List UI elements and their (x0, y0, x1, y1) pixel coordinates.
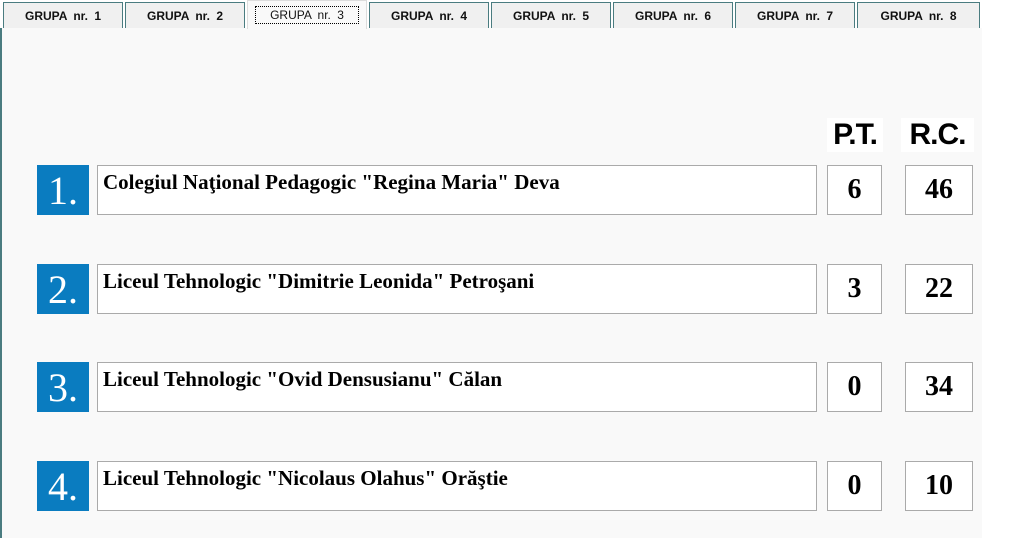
tab-grupa-6[interactable]: GRUPA nr. 6 (613, 2, 733, 28)
rank-badge: 1. (37, 165, 89, 215)
ranking-row: 2. Liceul Tehnologic "Dimitrie Leonida" … (0, 264, 982, 315)
ranking-row: 1. Colegiul Naţional Pedagogic "Regina M… (0, 165, 982, 216)
tab-label: GRUPA nr. 2 (146, 8, 223, 23)
header-pt: P.T. (827, 118, 883, 152)
tab-grupa-8[interactable]: GRUPA nr. 8 (857, 2, 980, 28)
pt-value: 6 (827, 165, 882, 215)
rc-value: 10 (905, 461, 973, 511)
tab-grupa-1[interactable]: GRUPA nr. 1 (3, 2, 123, 28)
tab-label: GRUPA nr. 6 (634, 8, 711, 23)
team-name: Liceul Tehnologic "Nicolaus Olahus" Orăş… (97, 461, 817, 511)
team-name: Liceul Tehnologic "Dimitrie Leonida" Pet… (97, 264, 817, 314)
ranking-row: 4. Liceul Tehnologic "Nicolaus Olahus" O… (0, 461, 982, 512)
tab-label: GRUPA nr. 7 (756, 8, 833, 23)
rc-value: 22 (905, 264, 973, 314)
team-name: Colegiul Naţional Pedagogic "Regina Mari… (97, 165, 817, 215)
tab-label: GRUPA nr. 4 (390, 8, 467, 23)
ranking-row: 3. Liceul Tehnologic "Ovid Densusianu" C… (0, 362, 982, 413)
tab-grupa-3[interactable]: GRUPA nr. 3 (247, 0, 367, 29)
pt-value: 3 (827, 264, 882, 314)
tab-grupa-2[interactable]: GRUPA nr. 2 (125, 2, 245, 28)
tab-grupa-7[interactable]: GRUPA nr. 7 (735, 2, 855, 28)
tab-label: GRUPA nr. 1 (24, 8, 101, 23)
tab-grupa-5[interactable]: GRUPA nr. 5 (491, 2, 611, 28)
header-rc: R.C. (901, 118, 974, 152)
rc-value: 46 (905, 165, 973, 215)
tab-label: GRUPA nr. 5 (512, 8, 589, 23)
pt-value: 0 (827, 362, 882, 412)
team-name: Liceul Tehnologic "Ovid Densusianu" Căla… (97, 362, 817, 412)
tab-label: GRUPA nr. 8 (880, 8, 957, 23)
pt-value: 0 (827, 461, 882, 511)
tab-label: GRUPA nr. 3 (255, 6, 359, 24)
tab-grupa-4[interactable]: GRUPA nr. 4 (369, 2, 489, 28)
rank-badge: 2. (37, 264, 89, 314)
rc-value: 34 (905, 362, 973, 412)
rank-badge: 3. (37, 362, 89, 412)
rank-badge: 4. (37, 461, 89, 511)
